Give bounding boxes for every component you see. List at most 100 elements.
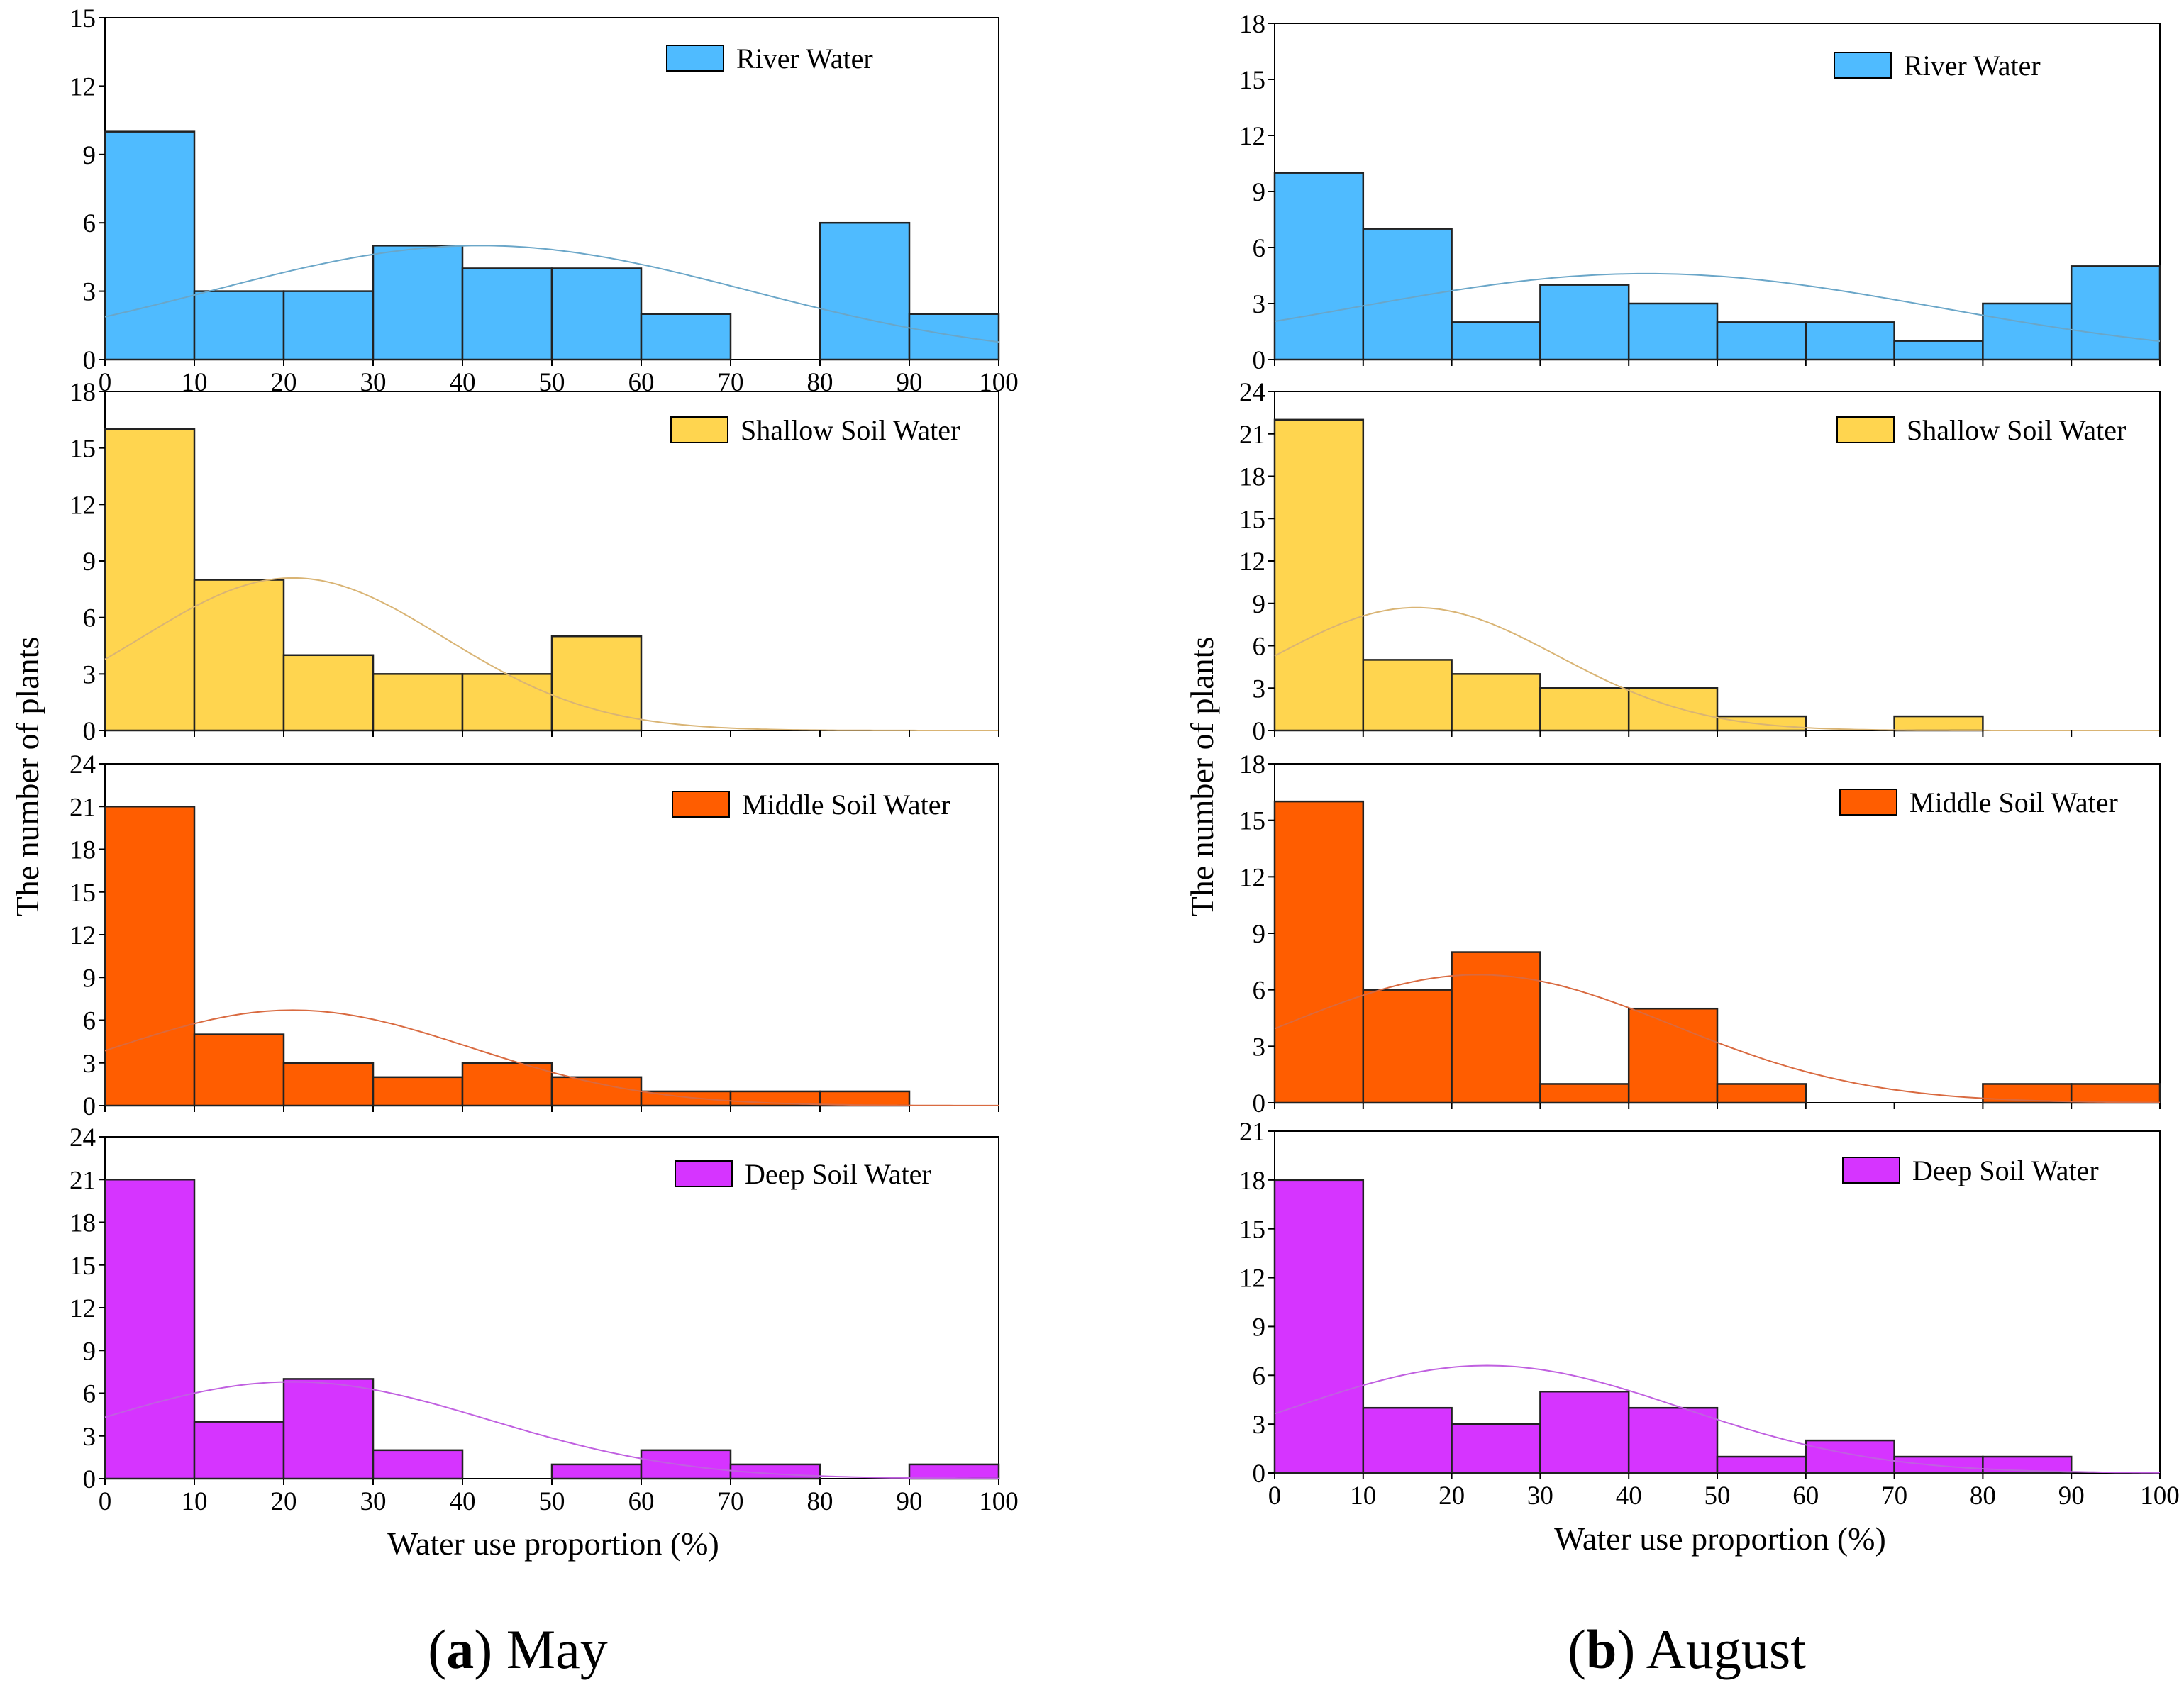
y-tick-label: 18 bbox=[70, 1209, 96, 1238]
normal-curve-august-river-water bbox=[1274, 272, 2161, 343]
panel-august-river-water: 0 3 6 9 12 15 18 River Water bbox=[1239, 10, 2161, 375]
caption-august-text: August bbox=[1646, 1618, 1807, 1680]
x-axis-title-august: Water use proportion (%) bbox=[1554, 1521, 1886, 1557]
y-tick-label: 12 bbox=[70, 72, 96, 101]
bar-may-middle-soil-water-8 bbox=[819, 1090, 911, 1107]
bar-august-river-water-4 bbox=[1627, 302, 1719, 361]
caption-may-space bbox=[492, 1618, 506, 1680]
y-tick-label: 3 bbox=[83, 1423, 96, 1452]
y-tick-label: 0 bbox=[83, 717, 96, 746]
x-tick-label: 40 bbox=[1616, 1481, 1642, 1511]
y-tick-label: 15 bbox=[1239, 505, 1265, 534]
y-tick-label: 3 bbox=[1253, 1411, 1266, 1440]
bar-august-middle-soil-water-1 bbox=[1362, 989, 1453, 1104]
bar-may-river-water-5 bbox=[550, 267, 643, 361]
y-tick-label: 0 bbox=[1253, 1089, 1266, 1118]
y-tick-label: 24 bbox=[1239, 378, 1265, 407]
bar-may-middle-soil-water-3 bbox=[372, 1076, 464, 1107]
y-tick-label: 21 bbox=[1239, 421, 1265, 450]
x-tick-label: 70 bbox=[1881, 1481, 1907, 1511]
x-tick-label: 50 bbox=[1704, 1481, 1731, 1511]
bar-august-middle-soil-water-5 bbox=[1716, 1083, 1807, 1104]
bar-may-shallow-soil-water-4 bbox=[461, 673, 553, 732]
y-tick-label: 15 bbox=[70, 1252, 96, 1281]
bar-august-middle-soil-water-3 bbox=[1539, 1083, 1630, 1104]
bar-august-deep-soil-water-5 bbox=[1716, 1455, 1807, 1474]
y-tick-label: 15 bbox=[70, 435, 96, 464]
y-tick-label: 9 bbox=[83, 547, 96, 577]
x-tick-label: 0 bbox=[99, 1487, 112, 1516]
y-tick-label: 6 bbox=[83, 1380, 96, 1409]
y-tick-label: 12 bbox=[1239, 122, 1265, 151]
y-tick-label: 9 bbox=[1253, 920, 1266, 949]
y-tick-label: 12 bbox=[70, 1294, 96, 1323]
bar-august-shallow-soil-water-0 bbox=[1273, 418, 1365, 732]
y-tick-label: 6 bbox=[1253, 633, 1266, 662]
bar-august-middle-soil-water-0 bbox=[1273, 800, 1365, 1104]
y-tick-label: 24 bbox=[70, 750, 96, 779]
y-tick-label: 12 bbox=[1239, 863, 1265, 892]
caption-august-letter: b bbox=[1586, 1618, 1617, 1680]
x-tick-label: 20 bbox=[1439, 1481, 1465, 1511]
legend-label: River Water bbox=[1904, 50, 2041, 82]
bar-august-middle-soil-water-9 bbox=[2070, 1083, 2161, 1104]
panel-may-deep-soil-water: 0 3 6 9 12 15 18 21 24 0 10 20 30 40 50 60 70 80 90 100 Deep… bbox=[70, 1123, 1019, 1516]
y-tick-label: 21 bbox=[70, 793, 96, 822]
y-tick-label: 12 bbox=[70, 491, 96, 520]
bar-may-river-water-4 bbox=[461, 267, 553, 361]
legend-august-deep-soil-water: Deep Soil Water bbox=[1842, 1155, 2099, 1186]
legend-label: Shallow Soil Water bbox=[741, 414, 960, 446]
legend-swatch bbox=[670, 416, 728, 443]
caption-may: (a) May bbox=[428, 1618, 607, 1680]
bar-may-river-water-2 bbox=[282, 290, 375, 361]
y-tick-label: 3 bbox=[1253, 1033, 1266, 1062]
x-tick-label: 20 bbox=[271, 1487, 297, 1516]
y-tick-label: 6 bbox=[83, 1007, 96, 1036]
y-tick-label: 12 bbox=[1239, 547, 1265, 577]
y-tick-label: 9 bbox=[83, 1337, 96, 1366]
bar-august-river-water-2 bbox=[1451, 321, 1541, 361]
y-tick-label: 9 bbox=[1253, 1313, 1266, 1342]
y-tick-label: 15 bbox=[1239, 66, 1265, 95]
bar-august-deep-soil-water-6 bbox=[1805, 1439, 1895, 1474]
bar-may-shallow-soil-water-3 bbox=[372, 673, 464, 732]
y-tick-label: 6 bbox=[83, 604, 96, 633]
legend-label: Shallow Soil Water bbox=[1907, 414, 2126, 446]
x-tick-label: 0 bbox=[1268, 1481, 1282, 1511]
y-tick-label: 0 bbox=[83, 346, 96, 375]
y-tick-label: 18 bbox=[1239, 750, 1265, 779]
x-tick-label: 50 bbox=[539, 1487, 565, 1516]
y-tick-label: 0 bbox=[83, 1465, 96, 1494]
bar-may-river-water-0 bbox=[104, 130, 196, 361]
y-tick-label: 21 bbox=[1239, 1118, 1265, 1147]
y-tick-label: 6 bbox=[1253, 977, 1266, 1006]
legend-may-shallow-soil-water: Shallow Soil Water bbox=[670, 414, 960, 446]
x-tick-label: 90 bbox=[897, 1487, 923, 1516]
bar-may-river-water-6 bbox=[640, 313, 732, 361]
bar-may-river-water-8 bbox=[819, 221, 911, 361]
caption-may-letter: a bbox=[446, 1618, 474, 1680]
bar-may-river-water-9 bbox=[908, 313, 1000, 361]
bar-may-middle-soil-water-2 bbox=[282, 1062, 375, 1107]
x-tick-label: 80 bbox=[1970, 1481, 1996, 1511]
y-tick-label: 12 bbox=[70, 921, 96, 950]
bar-august-river-water-7 bbox=[1893, 340, 1984, 361]
bar-august-deep-soil-water-7 bbox=[1893, 1455, 1984, 1474]
caption-may-text: May bbox=[506, 1618, 608, 1680]
bar-august-middle-soil-water-4 bbox=[1627, 1007, 1719, 1104]
bar-august-river-water-9 bbox=[2070, 265, 2161, 361]
caption-august-close: ) bbox=[1617, 1618, 1635, 1680]
bar-august-deep-soil-water-2 bbox=[1451, 1423, 1541, 1474]
bar-august-shallow-soil-water-4 bbox=[1627, 687, 1719, 732]
x-tick-label: 60 bbox=[1792, 1481, 1819, 1511]
y-tick-label: 15 bbox=[70, 879, 96, 908]
bar-august-deep-soil-water-1 bbox=[1362, 1406, 1453, 1474]
legend-august-middle-soil-water: Middle Soil Water bbox=[1839, 786, 2118, 818]
bar-may-deep-soil-water-1 bbox=[193, 1421, 285, 1480]
bar-august-shallow-soil-water-7 bbox=[1893, 715, 1984, 732]
y-tick-label: 3 bbox=[83, 660, 96, 689]
y-tick-label: 15 bbox=[1239, 807, 1265, 836]
panel-may-middle-soil-water: 0 3 6 9 12 15 18 21 24 Middle Soil Water bbox=[70, 750, 999, 1121]
legend-august-river-water: River Water bbox=[1834, 50, 2041, 82]
